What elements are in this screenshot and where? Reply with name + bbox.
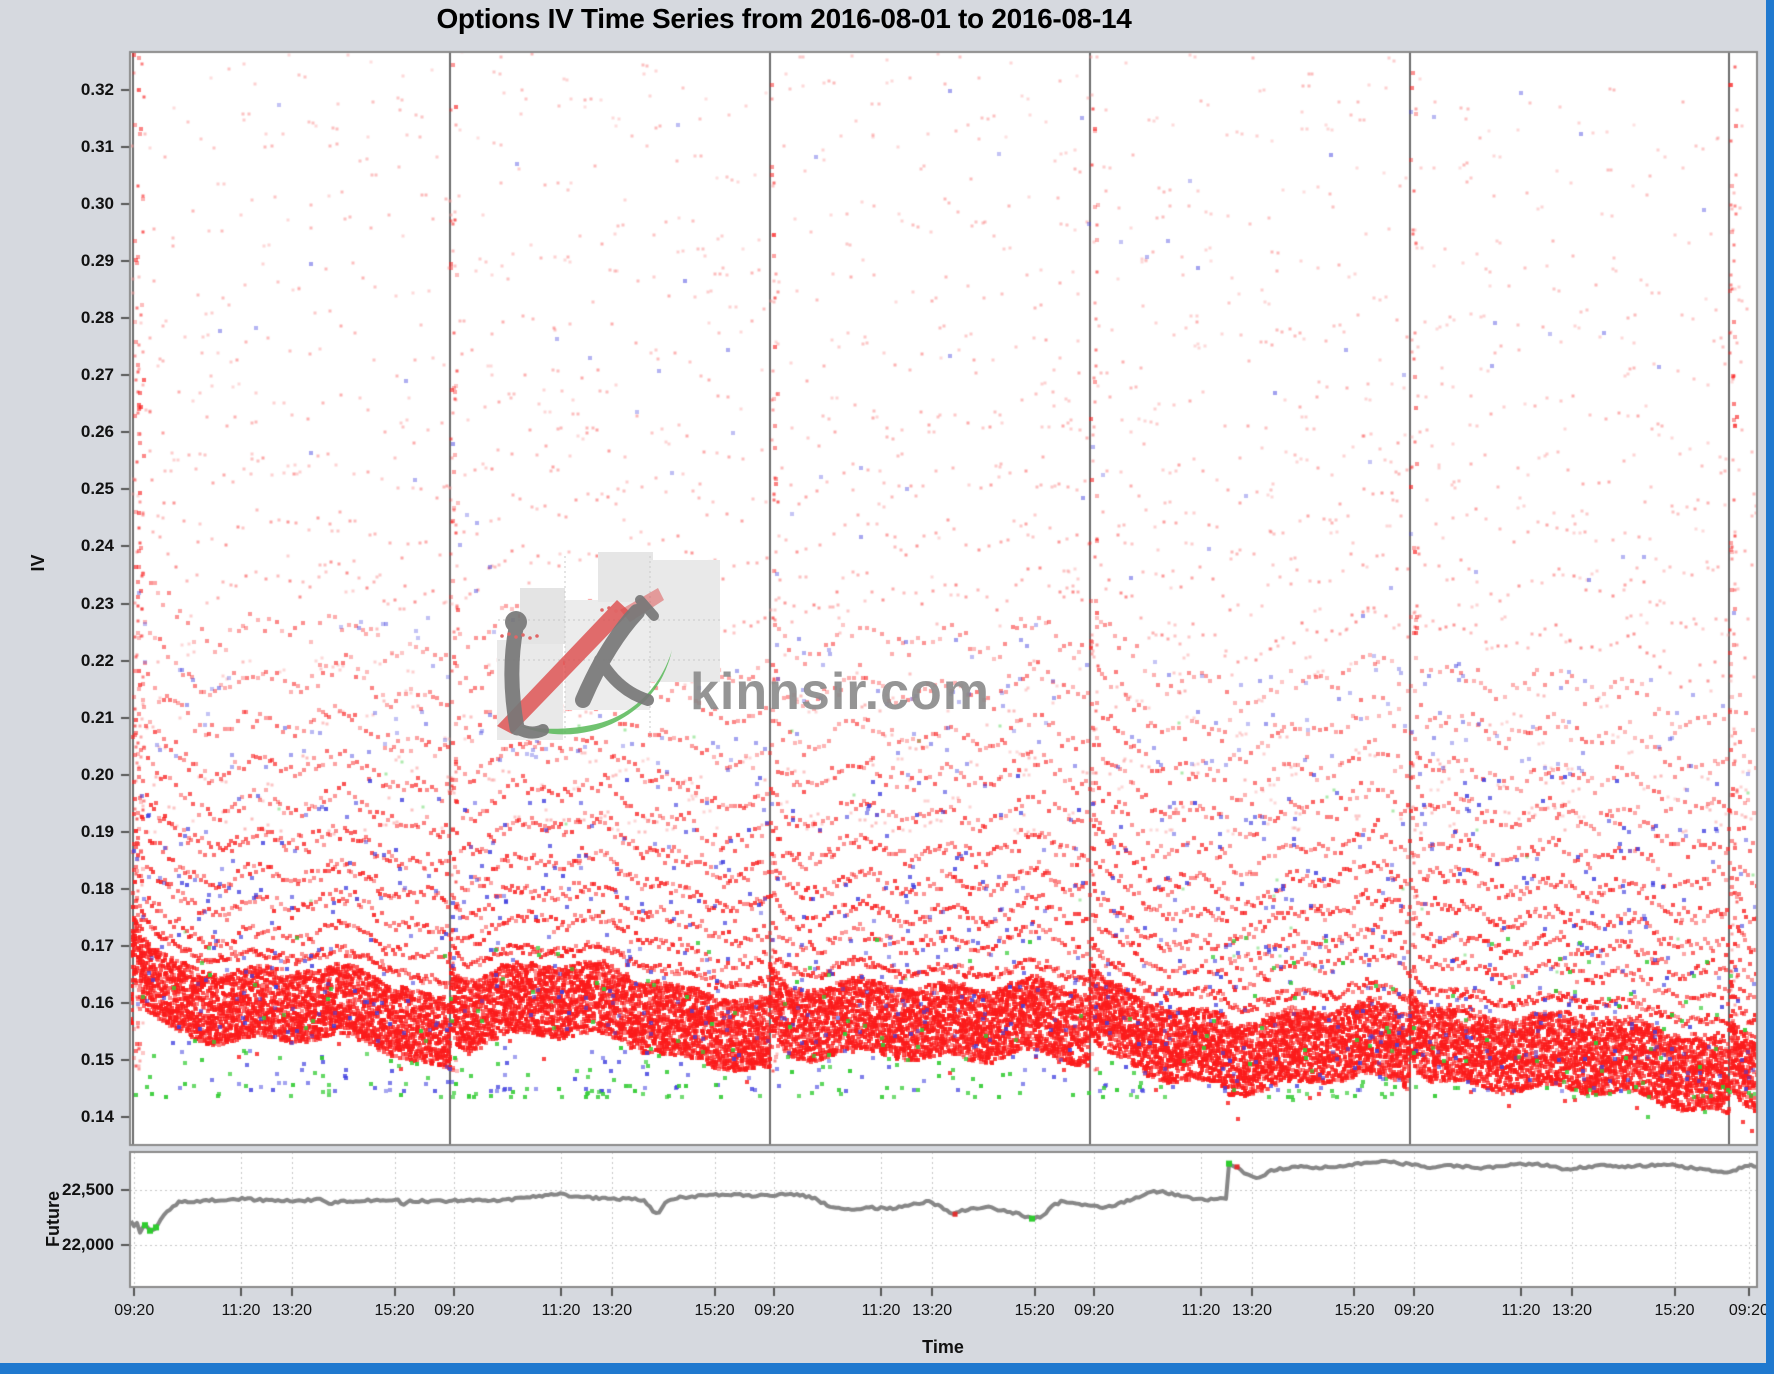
x-axis-tick-label: 09:20 xyxy=(754,1302,795,1319)
future-tick-label: 22,000 xyxy=(62,1235,114,1254)
y-axis-tick-label: 0.30 xyxy=(80,194,114,214)
window-border-right xyxy=(1766,0,1774,1374)
x-axis-tick-label: 15:20 xyxy=(1014,1302,1055,1319)
y-axis-tick-label: 0.25 xyxy=(80,479,114,499)
y-axis-tick-label: 0.15 xyxy=(80,1050,114,1070)
x-axis-tick-label: 11:20 xyxy=(221,1302,261,1319)
x-axis-tick-label: 15:20 xyxy=(374,1302,415,1319)
x-axis-tick-label: 11:20 xyxy=(1181,1302,1221,1319)
watermark-text: kinnsir.com xyxy=(690,663,990,721)
y-axis-tick-label: 0.19 xyxy=(80,821,114,841)
x-axis-tick-label: 11:20 xyxy=(1501,1302,1541,1319)
y-axis-tick-label: 0.21 xyxy=(80,707,114,727)
y-axis-tick-label: 0.32 xyxy=(80,80,114,99)
kinnsir-logo-icon xyxy=(497,552,720,740)
window-border-bottom xyxy=(0,1363,1774,1374)
y-axis-tick-label: 0.20 xyxy=(80,764,114,784)
x-axis-tick-label: 15:20 xyxy=(1334,1302,1375,1319)
y-axis-tick-label: 0.23 xyxy=(80,593,114,613)
future-tick-label: 22,500 xyxy=(62,1180,114,1199)
y-axis-tick-label: 0.22 xyxy=(80,650,114,670)
y-axis-tick-label: 0.14 xyxy=(80,1107,114,1127)
x-axis-tick-label: 13:20 xyxy=(1231,1302,1272,1319)
x-axis-tick-label: 11:20 xyxy=(861,1302,901,1319)
x-axis-tick-label: 13:20 xyxy=(912,1302,953,1319)
x-axis-tick-label: 15:20 xyxy=(694,1302,735,1319)
chart-title: Options IV Time Series from 2016-08-01 t… xyxy=(436,3,1132,34)
x-axis-label-time: Time xyxy=(922,1337,964,1357)
y-axis-tick-label: 0.29 xyxy=(80,251,114,271)
x-axis-tick-label: 09:20 xyxy=(1074,1302,1115,1319)
x-axis-tick-label: 13:20 xyxy=(272,1302,313,1319)
y-axis-tick-label: 0.24 xyxy=(80,536,114,556)
y-axis-tick-label: 0.28 xyxy=(80,308,114,328)
x-axis-tick-label: 09:20 xyxy=(1394,1302,1435,1319)
x-axis-tick-label: 09:20 xyxy=(114,1302,155,1319)
logo-dot-series xyxy=(500,606,618,640)
x-axis-tick-label: 09:20 xyxy=(434,1302,475,1319)
y-axis-tick-label: 0.27 xyxy=(80,365,114,385)
logo-red-ribbon xyxy=(497,600,630,734)
y-axis-tick-label: 0.17 xyxy=(80,935,114,955)
x-axis-tick-label: 13:20 xyxy=(592,1302,633,1319)
y-axis-tick-label: 0.16 xyxy=(80,992,114,1012)
y-axis-tick-label: 0.31 xyxy=(80,137,114,157)
x-axis-tick-label: 13:20 xyxy=(1551,1302,1593,1319)
x-axis-tick-label: 15:20 xyxy=(1654,1302,1695,1319)
y-axis-tick-label: 0.26 xyxy=(80,422,114,442)
x-axis-tick-label: 09:20 xyxy=(1728,1302,1769,1319)
y-axis-tick-label: 0.18 xyxy=(80,878,114,898)
logo-glyph xyxy=(504,595,659,739)
x-axis-tick-label: 11:20 xyxy=(541,1302,581,1319)
